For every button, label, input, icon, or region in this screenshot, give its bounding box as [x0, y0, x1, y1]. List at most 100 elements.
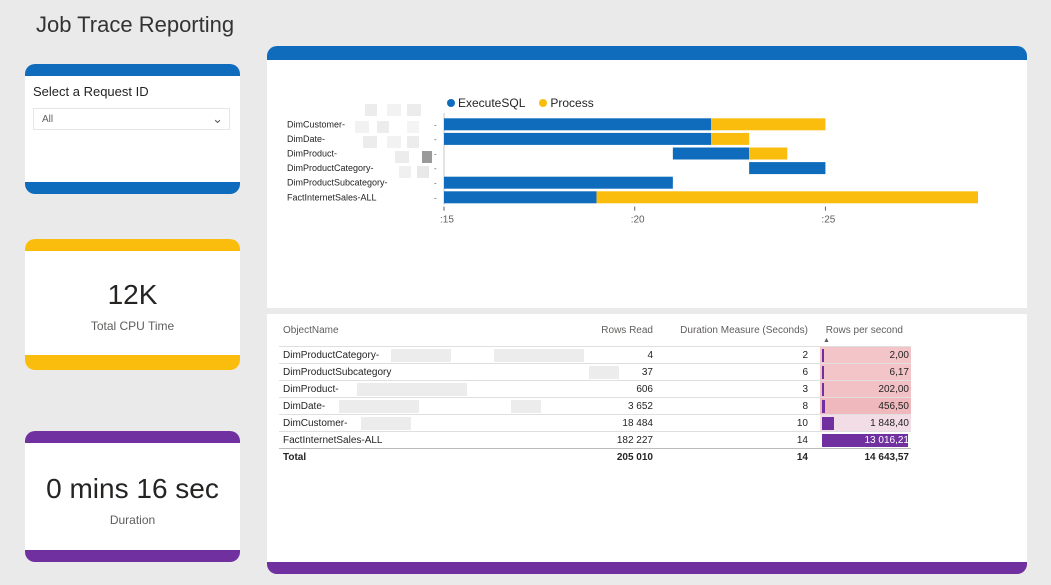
total-rows-read: 205 010: [616, 452, 653, 463]
table-row[interactable]: DimProductCategory- 4 2 2,00: [279, 346, 911, 364]
card-bottom-accent: [25, 355, 240, 370]
category-label: DimProduct-: [287, 149, 337, 159]
cell-duration: 10: [796, 418, 808, 429]
bar-process[interactable]: [749, 147, 788, 160]
cell-rows-read: 606: [636, 384, 653, 395]
legend-item-executesql[interactable]: ExecuteSQL: [447, 96, 525, 110]
total-rows-per-second: 14 643,57: [864, 452, 910, 463]
rps-cell-background: [820, 364, 911, 381]
header-rows-per-second[interactable]: Rows per second: [825, 325, 903, 336]
duration-label: Duration: [109, 513, 156, 527]
rps-cell-background: [820, 398, 911, 415]
bar-executesql[interactable]: [749, 162, 826, 175]
bar-executesql[interactable]: [444, 118, 711, 131]
cell-objectname: DimProductSubcategory: [283, 367, 392, 378]
cell-objectname: DimCustomer-: [283, 418, 348, 429]
cpu-time-label: Total CPU Time: [90, 319, 175, 333]
table-row[interactable]: DimDate- 3 652 8 456,50: [279, 397, 911, 415]
chevron-down-icon[interactable]: ⌄: [212, 111, 223, 126]
table-row[interactable]: FactInternetSales-ALL 182 227 14 13 016,…: [279, 431, 911, 449]
duration-value: 0 mins 16 sec: [46, 473, 219, 504]
cell-objectname: FactInternetSales-ALL: [283, 435, 383, 446]
cell-duration: 6: [802, 367, 808, 378]
total-duration: 14: [796, 452, 808, 463]
request-id-slicer-card: Select a Request ID All ⌄: [25, 64, 240, 194]
rps-cell-background: [820, 381, 911, 398]
bar-process[interactable]: [711, 132, 750, 145]
x-tick-label: :20: [631, 215, 645, 226]
rps-cell-background: [820, 347, 911, 364]
card-bottom-accent: [25, 550, 240, 562]
redaction-block: [357, 383, 467, 396]
object-table: ObjectName Rows Read Duration Measure (S…: [267, 314, 1027, 562]
bar-executesql[interactable]: [444, 191, 597, 204]
cell-duration: 2: [802, 350, 808, 361]
bar-process[interactable]: [596, 191, 978, 204]
rps-data-bar: [822, 366, 824, 379]
header-objectname[interactable]: ObjectName: [283, 325, 339, 336]
tick-mark: -: [434, 193, 437, 202]
category-label: DimCustomer-: [287, 119, 345, 129]
legend-item-process[interactable]: Process: [539, 96, 594, 110]
panel-bottom-accent: [267, 562, 1027, 574]
cell-objectname: DimProduct-: [283, 384, 339, 395]
bar-executesql[interactable]: [444, 176, 673, 189]
gantt-chart[interactable]: ExecuteSQL Process: [267, 60, 1027, 308]
chart-legend: ExecuteSQL Process: [447, 96, 594, 110]
cell-rows-per-second: 202,00: [878, 384, 909, 395]
redaction-block: [494, 349, 584, 362]
cpu-time-value: 12K: [107, 279, 158, 310]
category-label: DimProductCategory-: [287, 163, 374, 173]
x-tick-label: :15: [440, 215, 454, 226]
cell-rows-per-second: 6,17: [889, 367, 909, 378]
cell-rows-read: 37: [641, 367, 653, 378]
cell-rows-per-second: 1 848,40: [870, 418, 909, 429]
gantt-plot[interactable]: DimCustomer- - DimDate- - DimProduct- - DimPro…: [267, 60, 1027, 308]
bar-executesql[interactable]: [444, 132, 711, 145]
x-tick-label: :25: [821, 215, 835, 226]
table-header-row: ObjectName Rows Read Duration Measure (S…: [279, 322, 911, 344]
rps-data-bar: [822, 400, 826, 413]
cell-duration: 14: [796, 435, 808, 446]
redaction-block: [391, 349, 451, 362]
page-title: Job Trace Reporting: [36, 12, 235, 37]
bar-process[interactable]: [711, 118, 826, 131]
table-row[interactable]: DimProductSubcategory 37 6 6,17: [279, 363, 911, 381]
redaction-block: [511, 400, 541, 413]
legend-label: ExecuteSQL: [458, 96, 526, 110]
redaction-block: [339, 400, 419, 413]
cell-objectname: DimProductCategory-: [283, 350, 380, 361]
main-panel: ExecuteSQL Process: [267, 46, 1027, 574]
table-total-row: Total 205 010 14 14 643,57: [279, 448, 911, 465]
cell-duration: 8: [802, 401, 808, 412]
rps-data-bar: [822, 417, 835, 430]
sort-desc-icon: ▲: [823, 337, 830, 344]
header-duration[interactable]: Duration Measure (Seconds): [680, 325, 808, 336]
cell-rows-read: 18 484: [622, 418, 653, 429]
cell-rows-read: 3 652: [627, 401, 653, 412]
panel-top-accent: [267, 46, 1027, 60]
card-top-accent: [25, 64, 240, 76]
redaction-block: [361, 417, 411, 430]
table-row[interactable]: DimProduct- 606 3 202,00: [279, 380, 911, 398]
request-id-dropdown[interactable]: All ⌄: [33, 108, 230, 130]
legend-dot-icon: [539, 99, 548, 107]
tick-mark: -: [434, 179, 437, 188]
tick-mark: -: [434, 150, 437, 159]
tick-mark: -: [434, 135, 437, 144]
tick-mark: -: [434, 120, 437, 129]
dropdown-value: All: [42, 114, 54, 125]
cell-duration: 3: [802, 384, 808, 395]
cell-rows-per-second: 456,50: [878, 401, 909, 412]
rps-data-bar: [822, 383, 824, 396]
table-row[interactable]: DimCustomer- 18 484 10 1 848,40: [279, 414, 911, 432]
card-top-accent: [25, 431, 240, 443]
total-label: Total: [283, 452, 307, 463]
category-label: FactInternetSales-ALL: [287, 192, 377, 202]
duration-card: 0 mins 16 sec Duration: [25, 431, 240, 562]
bar-executesql[interactable]: [672, 147, 750, 160]
rps-data-bar: [822, 349, 824, 362]
rps-data-bar: [822, 434, 908, 447]
cell-rows-per-second: 13 016,21: [864, 435, 910, 446]
header-rows-read[interactable]: Rows Read: [601, 325, 653, 336]
